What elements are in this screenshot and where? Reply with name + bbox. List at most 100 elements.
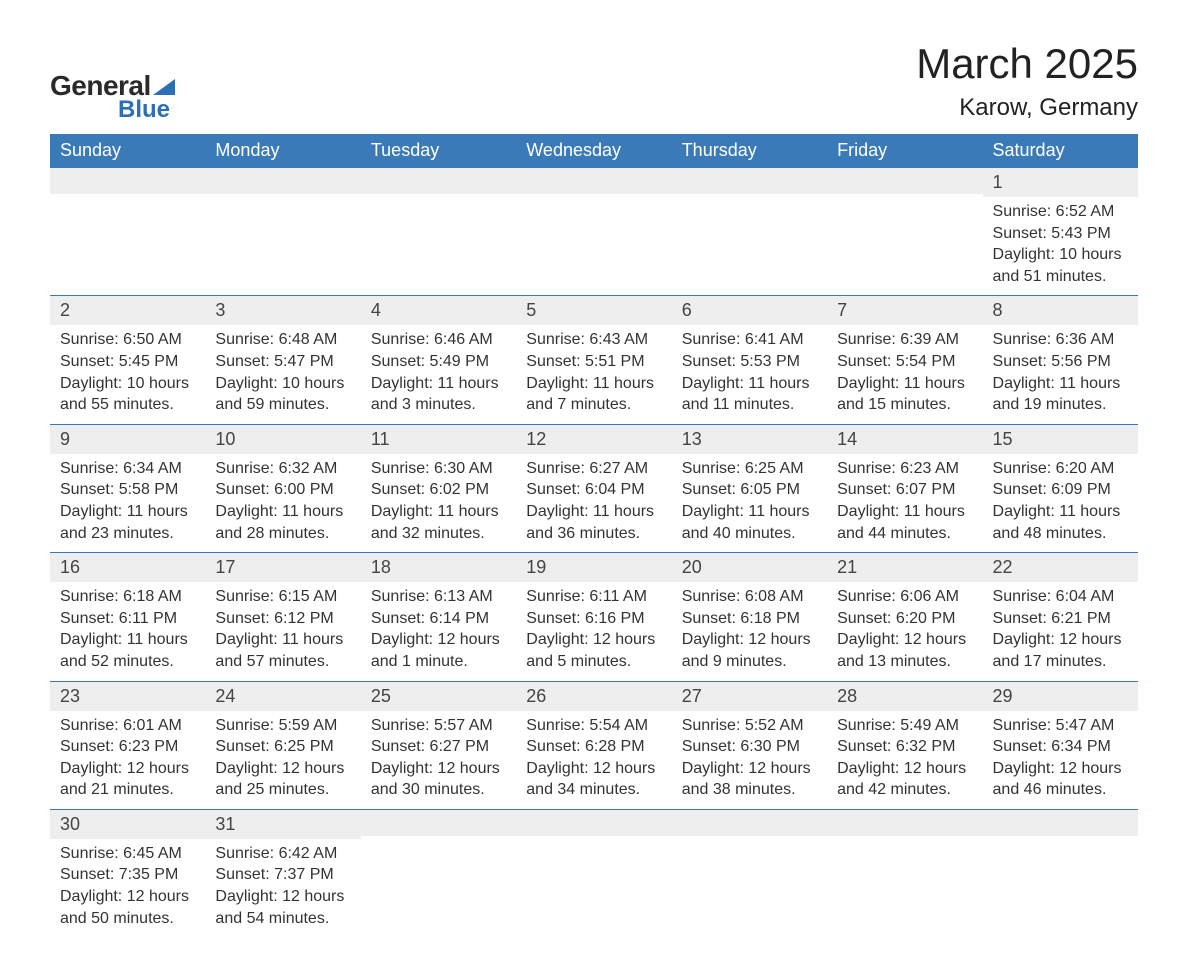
daylight-text: Daylight: 11 hours and 57 minutes. xyxy=(215,629,350,672)
day-number: 2 xyxy=(50,296,205,325)
day-details xyxy=(205,194,360,206)
sunset-text: Sunset: 6:16 PM xyxy=(526,608,661,630)
daylight-text: Daylight: 10 hours and 55 minutes. xyxy=(60,373,195,416)
daylight-text: Daylight: 12 hours and 30 minutes. xyxy=(371,758,506,801)
daylight-text: Daylight: 11 hours and 40 minutes. xyxy=(682,501,817,544)
day-details: Sunrise: 6:11 AMSunset: 6:16 PMDaylight:… xyxy=(516,582,671,680)
calendar-table: Sunday Monday Tuesday Wednesday Thursday… xyxy=(50,134,1138,937)
day-details: Sunrise: 6:06 AMSunset: 6:20 PMDaylight:… xyxy=(827,582,982,680)
day-number: 20 xyxy=(672,553,827,582)
sunset-text: Sunset: 5:56 PM xyxy=(993,351,1128,373)
day-details: Sunrise: 5:54 AMSunset: 6:28 PMDaylight:… xyxy=(516,711,671,809)
day-number xyxy=(205,168,360,194)
sunrise-text: Sunrise: 6:23 AM xyxy=(837,458,972,480)
day-details: Sunrise: 6:08 AMSunset: 6:18 PMDaylight:… xyxy=(672,582,827,680)
sunset-text: Sunset: 6:34 PM xyxy=(993,736,1128,758)
day-number: 5 xyxy=(516,296,671,325)
sunset-text: Sunset: 6:12 PM xyxy=(215,608,350,630)
day-details xyxy=(361,194,516,206)
day-number: 30 xyxy=(50,810,205,839)
sunrise-text: Sunrise: 6:20 AM xyxy=(993,458,1128,480)
sunrise-text: Sunrise: 6:30 AM xyxy=(371,458,506,480)
day-number: 23 xyxy=(50,682,205,711)
calendar-cell xyxy=(361,168,516,296)
sunset-text: Sunset: 5:54 PM xyxy=(837,351,972,373)
calendar-cell: 23Sunrise: 6:01 AMSunset: 6:23 PMDayligh… xyxy=(50,681,205,809)
sunset-text: Sunset: 5:43 PM xyxy=(993,223,1128,245)
sunrise-text: Sunrise: 5:57 AM xyxy=(371,715,506,737)
weekday-header: Thursday xyxy=(672,134,827,168)
day-details: Sunrise: 6:41 AMSunset: 5:53 PMDaylight:… xyxy=(672,325,827,423)
calendar-cell: 14Sunrise: 6:23 AMSunset: 6:07 PMDayligh… xyxy=(827,424,982,552)
day-details: Sunrise: 6:52 AMSunset: 5:43 PMDaylight:… xyxy=(983,197,1138,295)
day-number xyxy=(50,168,205,194)
sunset-text: Sunset: 6:05 PM xyxy=(682,479,817,501)
day-details xyxy=(827,836,982,848)
sunset-text: Sunset: 6:23 PM xyxy=(60,736,195,758)
calendar-cell xyxy=(672,809,827,937)
calendar-week-row: 2Sunrise: 6:50 AMSunset: 5:45 PMDaylight… xyxy=(50,296,1138,424)
calendar-cell xyxy=(205,168,360,296)
header: General Blue March 2025 Karow, Germany xyxy=(50,40,1138,124)
day-details: Sunrise: 6:01 AMSunset: 6:23 PMDaylight:… xyxy=(50,711,205,809)
sunrise-text: Sunrise: 6:06 AM xyxy=(837,586,972,608)
day-number: 29 xyxy=(983,682,1138,711)
calendar-cell: 26Sunrise: 5:54 AMSunset: 6:28 PMDayligh… xyxy=(516,681,671,809)
sunset-text: Sunset: 5:51 PM xyxy=(526,351,661,373)
day-number: 8 xyxy=(983,296,1138,325)
sunrise-text: Sunrise: 6:52 AM xyxy=(993,201,1128,223)
sunrise-text: Sunrise: 5:49 AM xyxy=(837,715,972,737)
calendar-cell xyxy=(672,168,827,296)
day-number xyxy=(983,810,1138,836)
sunset-text: Sunset: 6:09 PM xyxy=(993,479,1128,501)
calendar-cell: 29Sunrise: 5:47 AMSunset: 6:34 PMDayligh… xyxy=(983,681,1138,809)
day-details: Sunrise: 5:47 AMSunset: 6:34 PMDaylight:… xyxy=(983,711,1138,809)
weekday-header: Wednesday xyxy=(516,134,671,168)
sunrise-text: Sunrise: 6:48 AM xyxy=(215,329,350,351)
sunset-text: Sunset: 6:02 PM xyxy=(371,479,506,501)
calendar-cell xyxy=(50,168,205,296)
daylight-text: Daylight: 11 hours and 28 minutes. xyxy=(215,501,350,544)
sunrise-text: Sunrise: 5:59 AM xyxy=(215,715,350,737)
day-details xyxy=(827,194,982,206)
daylight-text: Daylight: 11 hours and 44 minutes. xyxy=(837,501,972,544)
day-number: 21 xyxy=(827,553,982,582)
calendar-cell: 3Sunrise: 6:48 AMSunset: 5:47 PMDaylight… xyxy=(205,296,360,424)
daylight-text: Daylight: 12 hours and 21 minutes. xyxy=(60,758,195,801)
calendar-week-row: 23Sunrise: 6:01 AMSunset: 6:23 PMDayligh… xyxy=(50,681,1138,809)
day-details: Sunrise: 6:48 AMSunset: 5:47 PMDaylight:… xyxy=(205,325,360,423)
day-details: Sunrise: 6:25 AMSunset: 6:05 PMDaylight:… xyxy=(672,454,827,552)
day-details xyxy=(672,836,827,848)
calendar-cell: 22Sunrise: 6:04 AMSunset: 6:21 PMDayligh… xyxy=(983,553,1138,681)
calendar-cell: 5Sunrise: 6:43 AMSunset: 5:51 PMDaylight… xyxy=(516,296,671,424)
calendar-cell: 25Sunrise: 5:57 AMSunset: 6:27 PMDayligh… xyxy=(361,681,516,809)
sunrise-text: Sunrise: 6:34 AM xyxy=(60,458,195,480)
calendar-cell: 9Sunrise: 6:34 AMSunset: 5:58 PMDaylight… xyxy=(50,424,205,552)
day-details: Sunrise: 6:46 AMSunset: 5:49 PMDaylight:… xyxy=(361,325,516,423)
day-details xyxy=(361,836,516,848)
day-number: 13 xyxy=(672,425,827,454)
day-details: Sunrise: 6:39 AMSunset: 5:54 PMDaylight:… xyxy=(827,325,982,423)
sunrise-text: Sunrise: 6:41 AM xyxy=(682,329,817,351)
sunset-text: Sunset: 7:37 PM xyxy=(215,864,350,886)
day-details: Sunrise: 6:45 AMSunset: 7:35 PMDaylight:… xyxy=(50,839,205,937)
daylight-text: Daylight: 11 hours and 15 minutes. xyxy=(837,373,972,416)
calendar-week-row: 30Sunrise: 6:45 AMSunset: 7:35 PMDayligh… xyxy=(50,809,1138,937)
sunset-text: Sunset: 6:28 PM xyxy=(526,736,661,758)
sunrise-text: Sunrise: 6:42 AM xyxy=(215,843,350,865)
day-number xyxy=(827,168,982,194)
calendar-cell: 30Sunrise: 6:45 AMSunset: 7:35 PMDayligh… xyxy=(50,809,205,937)
day-details: Sunrise: 6:20 AMSunset: 6:09 PMDaylight:… xyxy=(983,454,1138,552)
calendar-week-row: 1Sunrise: 6:52 AMSunset: 5:43 PMDaylight… xyxy=(50,168,1138,296)
calendar-cell: 18Sunrise: 6:13 AMSunset: 6:14 PMDayligh… xyxy=(361,553,516,681)
day-number: 15 xyxy=(983,425,1138,454)
daylight-text: Daylight: 12 hours and 1 minute. xyxy=(371,629,506,672)
sunset-text: Sunset: 6:00 PM xyxy=(215,479,350,501)
sunset-text: Sunset: 5:49 PM xyxy=(371,351,506,373)
sunset-text: Sunset: 5:47 PM xyxy=(215,351,350,373)
weekday-header: Sunday xyxy=(50,134,205,168)
weekday-header: Friday xyxy=(827,134,982,168)
sunrise-text: Sunrise: 6:15 AM xyxy=(215,586,350,608)
sunrise-text: Sunrise: 6:39 AM xyxy=(837,329,972,351)
day-details xyxy=(983,836,1138,848)
